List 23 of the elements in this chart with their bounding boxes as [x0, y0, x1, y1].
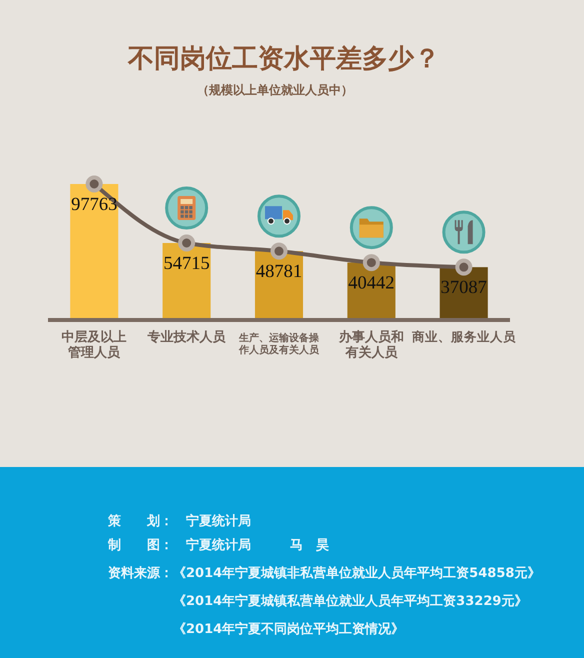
data-label: 48781 [256, 262, 302, 282]
text: 《2014年宁夏不同岗位平均工资情况》 [173, 621, 404, 637]
x-tick-label: 生产、运输设备操作人员及有关人员 [238, 332, 320, 356]
chart-subtitle: （规模以上单位就业人员中） [197, 83, 353, 97]
data-label: 37087 [440, 278, 487, 298]
bar [70, 184, 118, 318]
chart-title: 不同岗位工资水平差多少？ [127, 44, 440, 74]
point [86, 176, 103, 192]
text: 制 图： 宁夏统计局 马 昊 [107, 537, 329, 553]
point [362, 254, 380, 272]
data-label: 40442 [348, 274, 395, 294]
point [178, 234, 196, 252]
data-label: 54715 [163, 254, 210, 274]
x-tick-label: 办事人员和有关人员 [338, 329, 404, 361]
point [270, 242, 288, 260]
x-tick-label: 中层及以上管理人员 [62, 330, 127, 361]
point [455, 258, 472, 276]
text: 资料来源：《2014年宁夏城镇非私营单位就业人员年平均工资54858元》 [108, 565, 540, 581]
text: 策 划： 宁夏统计局 [107, 513, 251, 529]
x-tick-label: 专业技术人员 [146, 329, 227, 345]
data-label: 97763 [71, 195, 118, 215]
text: 《2014年宁夏城镇私营单位就业人员年平均工资33229元》 [173, 593, 528, 609]
x-tick-label: 商业、服务业人员 [410, 329, 517, 344]
